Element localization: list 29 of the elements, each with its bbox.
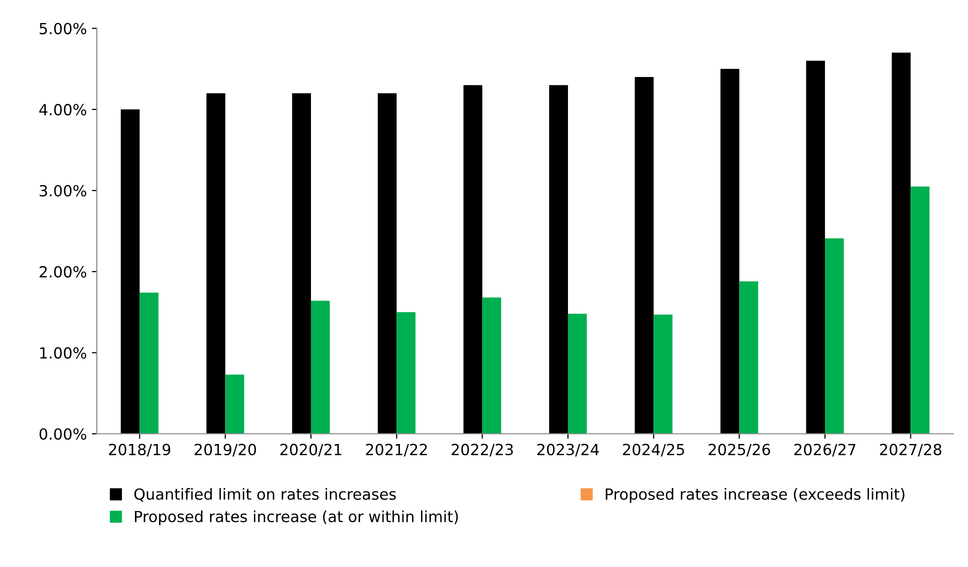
x-tick-label: 2026/27 [794,444,856,457]
y-tick-label: 5.00% [40,22,86,34]
x-tick-label: 2027/28 [880,444,942,457]
x-tick-label: 2022/23 [452,444,513,457]
bar [396,312,416,434]
legend-label: Quantified limit on rates increases [134,488,396,502]
x-tick-label: 2018/19 [109,444,170,457]
y-tick-label: 4.00% [39,104,86,116]
bar [225,374,244,434]
y-tick-label: 2.00% [40,266,86,278]
x-tick-label: 2019/20 [194,444,256,457]
bar [140,292,158,434]
y-tick-label: 1.00% [40,347,86,359]
bar [824,238,844,434]
bar [310,300,330,434]
y-tick-label: 0.00% [40,428,86,440]
x-tick-label: 2021/22 [366,444,427,457]
x-tick-label: 2023/24 [537,444,599,457]
x-tick-label: 2024/25 [623,444,684,457]
legend-label: Proposed rates increase (at or within limit) [134,510,458,526]
legend-label: Proposed rates increase (exceeds limit) [606,488,904,503]
x-tick-label: 2025/26 [708,444,770,457]
bar [739,281,758,434]
bar [482,298,502,434]
bar [910,186,930,434]
bar [568,314,587,434]
y-tick-label: 3.00% [40,184,86,197]
bar [654,314,672,434]
x-tick-label: 2020/21 [280,444,342,457]
